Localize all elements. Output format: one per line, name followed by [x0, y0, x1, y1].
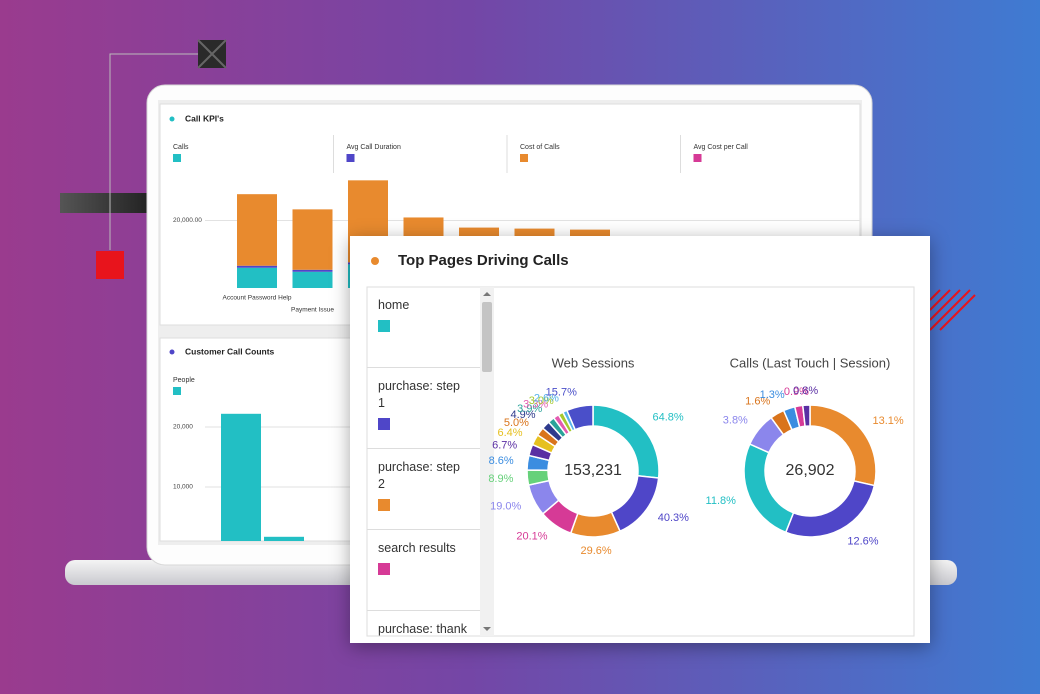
- deco-stripes: [929, 289, 976, 331]
- item-label: search results: [378, 540, 470, 575]
- item-label: purchase: step 1: [378, 378, 470, 430]
- page-list: home purchase: step 1 purchase: step 2 sear…: [367, 287, 480, 636]
- top-pages-chart: Top Pages Driving Calls Web Sessions 153,…: [366, 252, 915, 637]
- title-dot: [169, 349, 175, 355]
- data-label: 3.0%: [529, 395, 554, 407]
- bar-segment: [264, 536, 304, 541]
- y-tick-label: 20,000: [173, 424, 193, 431]
- item-swatch: [378, 499, 390, 511]
- bar-segment: [292, 271, 333, 288]
- deco-line: [109, 53, 205, 250]
- donut-segment: [801, 404, 811, 428]
- data-label: 6.4%: [497, 427, 522, 439]
- data-label: 3.8%: [723, 415, 748, 427]
- data-label: 8.6%: [489, 455, 514, 467]
- y-tick-label: 10,000: [173, 484, 193, 491]
- data-label: 12.6%: [847, 536, 878, 548]
- legend-swatch: [173, 154, 181, 162]
- item-label: purchase: thank you: [378, 621, 470, 636]
- scroll-thumb[interactable]: [482, 302, 492, 372]
- data-label: 8.9%: [488, 473, 513, 485]
- legend-label: Avg Cost per Call: [694, 144, 749, 151]
- scrollbar[interactable]: [480, 287, 494, 636]
- legend-swatch: [693, 154, 702, 162]
- data-label: 64.8%: [652, 411, 683, 423]
- data-label: 11.8%: [706, 495, 737, 507]
- bar-segment: [292, 269, 333, 272]
- x-tick-label: Account Password Help: [222, 295, 291, 302]
- top-pages-panel: Top Pages Driving Calls Web Sessions 153,…: [350, 236, 930, 643]
- bar-segment: [221, 413, 261, 541]
- donut-total: 26,902: [786, 462, 835, 479]
- data-label: 19.0%: [490, 500, 521, 512]
- y-tick-label: 20,000.00: [173, 217, 202, 224]
- legend-label: Avg Call Duration: [347, 144, 401, 151]
- list-item[interactable]: home: [367, 287, 480, 368]
- bar-segment: [292, 209, 333, 270]
- item-text: home: [378, 298, 410, 312]
- data-label: 3.9%: [517, 403, 542, 415]
- calls-chart: Customer Call Counts People 10,000 20,000: [169, 346, 860, 541]
- donut-segment: [569, 511, 622, 538]
- data-label: 6.7%: [492, 439, 517, 451]
- item-text: purchase: thank you: [378, 622, 467, 636]
- data-label: 15.7%: [546, 387, 577, 399]
- title-dot: [371, 257, 379, 265]
- data-label: 29.6%: [581, 545, 612, 557]
- bar-segment: [237, 267, 277, 288]
- item-swatch: [378, 563, 390, 575]
- data-label: 2.6%: [534, 393, 559, 405]
- data-label: 3.3%: [523, 399, 548, 411]
- legend-swatch: [520, 154, 528, 162]
- title-dot: [169, 116, 175, 122]
- legend-swatch: [173, 387, 181, 395]
- item-text: search results: [378, 541, 456, 555]
- legend-label: Calls: [173, 144, 189, 151]
- legend-label: Cost of Calls: [520, 144, 560, 151]
- panel-title: Call KPI's: [185, 113, 224, 123]
- item-label: purchase: step 2: [378, 459, 470, 511]
- deco-red-square: [96, 251, 124, 279]
- item-swatch: [378, 320, 390, 332]
- deco-x: [197, 39, 227, 69]
- data-label: 20.1%: [516, 531, 547, 543]
- data-label: 1.3%: [760, 389, 785, 401]
- legend-label: People: [173, 377, 195, 384]
- data-label: 5.0%: [504, 417, 529, 429]
- donut-title: Calls (Last Touch | Session): [730, 355, 891, 370]
- data-label: 0.8%: [793, 385, 818, 397]
- bar-segment: [237, 265, 277, 268]
- data-label: 0.9%: [784, 386, 809, 398]
- list-item[interactable]: purchase: thank you: [367, 611, 480, 636]
- data-label: 1.6%: [745, 395, 770, 407]
- donut-title: Web Sessions: [552, 355, 635, 370]
- item-text: purchase: step 2: [378, 460, 460, 491]
- item-swatch: [378, 418, 390, 430]
- item-label: home: [378, 297, 470, 332]
- panel-title: Top Pages Driving Calls: [398, 252, 569, 269]
- list-item[interactable]: purchase: step 2: [367, 449, 480, 530]
- list-item[interactable]: purchase: step 1: [367, 368, 480, 449]
- data-label: 4.9%: [510, 409, 535, 421]
- panel-title: Customer Call Counts: [185, 346, 275, 356]
- x-tick-label: Payment Issue: [291, 307, 334, 314]
- deco-bar: [60, 193, 150, 213]
- legend-swatch: [346, 154, 355, 162]
- data-label: 40.3%: [658, 512, 689, 524]
- donut-segment: [565, 404, 594, 431]
- item-text: purchase: step 1: [378, 379, 460, 410]
- donut-total: 153,231: [564, 462, 622, 479]
- data-label: 13.1%: [872, 415, 903, 427]
- list-item[interactable]: search results: [367, 530, 480, 611]
- bar-segment: [237, 194, 277, 266]
